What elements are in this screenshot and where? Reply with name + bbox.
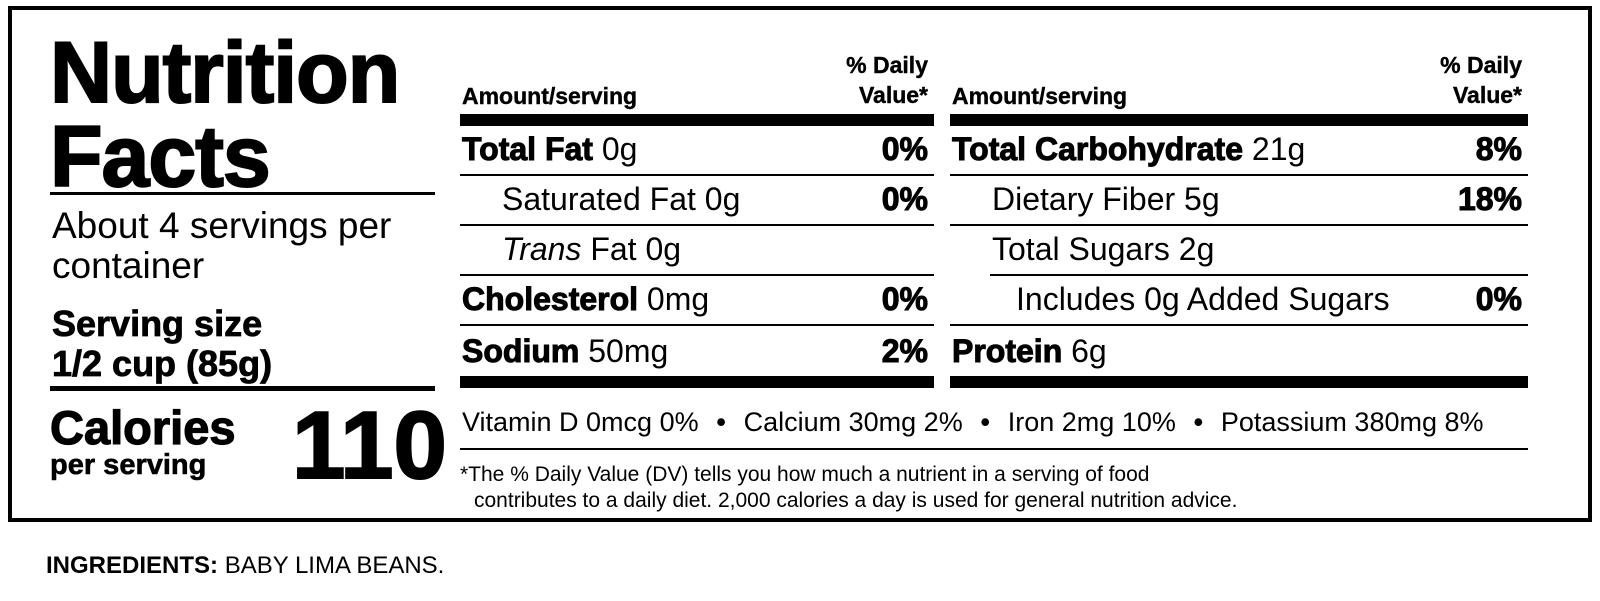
table-header: Amount/serving % Daily Value*: [460, 52, 934, 110]
daily-value-header: % Daily Value*: [846, 52, 928, 108]
serving-size: Serving size 1/2 cup (85g): [52, 303, 432, 384]
footnote-line-1: *The % Daily Value (DV) tells you how mu…: [460, 463, 1150, 486]
nutrient-row-saturated-fat: Saturated Fat 0g 0%: [460, 176, 934, 226]
nutrient-amount: 5g: [1184, 181, 1220, 217]
nutrient-amount: 2g: [1178, 231, 1215, 267]
thick-rule: [950, 376, 1528, 388]
divider-thick: [50, 386, 435, 391]
title-line-1: Nutrition: [49, 25, 401, 121]
nutrient-dv: 2%: [881, 333, 928, 370]
nutrient-amount: 0g: [704, 181, 741, 217]
daily-value-footnote: *The % Daily Value (DV) tells you how mu…: [460, 462, 1530, 514]
nutrient-name: Sodium: [461, 333, 580, 370]
nutrient-name: Dietary Fiber: [992, 181, 1176, 217]
serving-size-label: Serving size: [52, 303, 263, 344]
nutrient-amount: 0mg: [646, 281, 710, 317]
bullet-separator: •: [980, 407, 990, 437]
nutrient-name: Saturated Fat: [502, 181, 696, 217]
amount-header: Amount/serving: [462, 83, 638, 109]
thick-rule: [460, 376, 934, 388]
nutrient-name: Total Sugars: [992, 231, 1170, 267]
nutrient-dv: 0%: [1475, 281, 1522, 318]
nutrient-row-total-carbohydrate: Total Carbohydrate 21g 8%: [950, 126, 1528, 176]
nutrient-table-right: Amount/serving % Daily Value* Total Carb…: [950, 52, 1528, 388]
nutrient-row-total-fat: Total Fat 0g 0%: [460, 126, 934, 176]
vitamins-minerals: Vitamin D 0mcg 0% • Calcium 30mg 2% • Ir…: [462, 404, 1532, 440]
divider: [50, 192, 435, 195]
nutrient-dv: 18%: [1457, 181, 1522, 218]
serving-size-value: 1/2 cup (85g): [52, 343, 273, 384]
nutrient-name: Cholesterol: [461, 281, 639, 318]
nutrient-amount: 0g: [645, 231, 682, 267]
bullet-separator: •: [1193, 407, 1204, 437]
nutrient-row-total-sugars: Total Sugars 2g: [990, 226, 1528, 276]
table-header: Amount/serving % Daily Value*: [950, 52, 1528, 110]
ingredients-value: BABY LIMA BEANS.: [224, 552, 445, 579]
nutrient-row-cholesterol: Cholesterol 0mg 0%: [460, 276, 934, 326]
nutrient-row-sodium: Sodium 50mg 2%: [460, 326, 934, 376]
nutrient-name: Fat: [590, 231, 637, 267]
calories-value: 110: [291, 392, 448, 499]
iron: Iron 2mg 10%: [1007, 407, 1176, 437]
calcium: Calcium 30mg 2%: [743, 407, 963, 437]
title-line-2: Facts: [49, 109, 272, 205]
nutrient-row-protein: Protein 6g: [950, 326, 1528, 376]
nutrient-row-dietary-fiber: Dietary Fiber 5g 18%: [950, 176, 1528, 226]
ingredients-label: INGREDIENTS:: [46, 552, 219, 579]
nutrient-name: Protein: [951, 333, 1063, 370]
nutrient-name: Total Fat: [462, 131, 594, 168]
nutrient-row-added-sugars: Includes 0g Added Sugars 0%: [950, 276, 1528, 326]
nutrient-amount: 21g: [1251, 131, 1306, 167]
thick-rule: [950, 114, 1528, 126]
potassium: Potassium 380mg 8%: [1220, 407, 1484, 437]
nutrient-row-trans-fat: Trans Fat 0g: [460, 226, 934, 276]
calories-label: Calories: [49, 401, 236, 454]
nutrition-facts-label: Nutrition Facts About 4 servings per con…: [8, 6, 1592, 522]
nutrient-name-italic: Trans: [502, 231, 582, 267]
nutrient-name: Includes 0g Added Sugars: [1016, 281, 1390, 317]
footnote-line-2: contributes to a daily diet. 2,000 calor…: [474, 489, 1238, 512]
nutrient-dv: 0%: [881, 131, 928, 168]
servings-per-container: About 4 servings per container: [52, 205, 392, 286]
nutrient-table-left: Amount/serving % Daily Value* Total Fat …: [460, 52, 934, 388]
bullet-separator: •: [716, 407, 726, 437]
nutrient-dv: 0%: [881, 181, 928, 218]
nutrient-amount: 6g: [1071, 333, 1107, 369]
vitamin-d: Vitamin D 0mcg 0%: [462, 407, 699, 437]
nutrient-amount: 50mg: [588, 333, 669, 369]
nutrient-amount: 0g: [601, 131, 638, 167]
ingredients: INGREDIENTS: BABY LIMA BEANS.: [46, 552, 444, 580]
calories-sublabel: per serving: [50, 449, 207, 481]
thick-rule: [460, 114, 934, 126]
nutrient-dv: 8%: [1475, 131, 1522, 168]
divider: [460, 448, 1528, 450]
daily-value-header: % Daily Value*: [1440, 52, 1522, 108]
amount-header: Amount/serving: [952, 83, 1128, 109]
nutrient-dv: 0%: [881, 281, 928, 318]
nutrient-name: Total Carbohydrate: [952, 131, 1244, 168]
